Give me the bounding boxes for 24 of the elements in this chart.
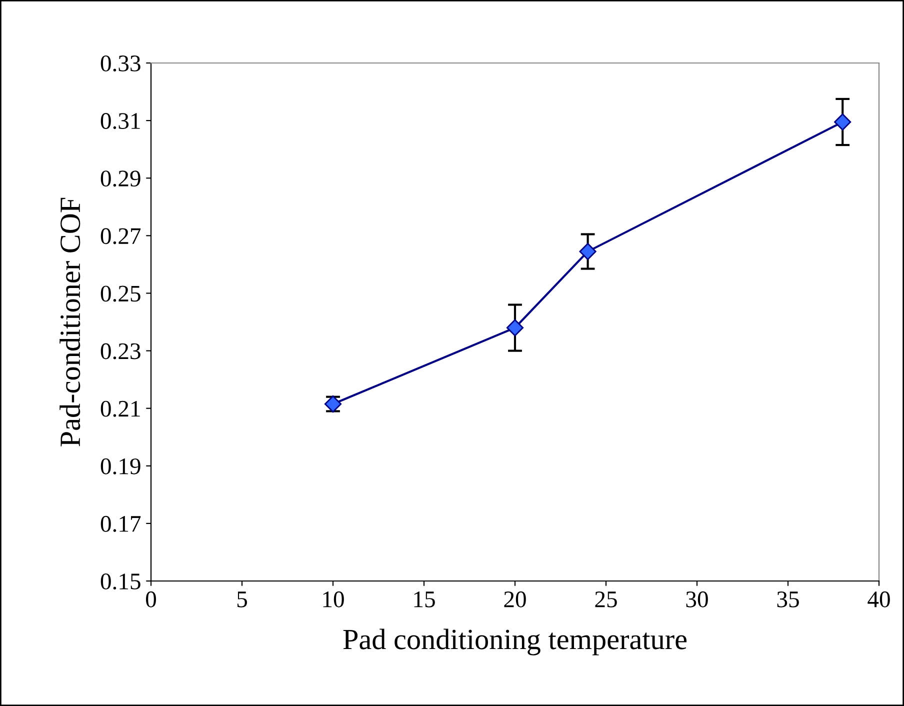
y-tick-label: 0.31: [100, 113, 140, 130]
x-axis-title: Pad conditioning temperature: [343, 628, 687, 656]
x-tick-label: 40: [868, 591, 890, 608]
y-tick-label: 0.27: [100, 228, 141, 244]
point: [579, 242, 596, 260]
y-tick-label: 0.17: [100, 516, 141, 532]
x-tick-label: 30: [686, 591, 708, 608]
y-axis-title: Pad-conditioner COF: [60, 198, 80, 446]
x-tick-label: 35: [777, 591, 799, 608]
x-tick-label: 20: [504, 591, 526, 608]
x-tick-label: 5: [237, 592, 247, 608]
x-tick-label: 10: [323, 591, 344, 608]
y-tick-label: 0.19: [100, 458, 140, 474]
y-tick-label: 0.21: [100, 400, 140, 417]
y-tick-label: 0.23: [100, 343, 140, 360]
y-tick-label: 0.33: [100, 55, 140, 72]
y-tick-label: 0.15: [100, 573, 140, 590]
x-tick-label: 15: [414, 592, 435, 608]
x-tick-label: 25: [595, 591, 617, 608]
y-tick-label: 0.25: [100, 286, 140, 302]
point: [506, 319, 524, 336]
x-tick-label: 0: [146, 591, 156, 608]
y-tick-label: 0.29: [100, 170, 140, 187]
point: [834, 113, 852, 131]
